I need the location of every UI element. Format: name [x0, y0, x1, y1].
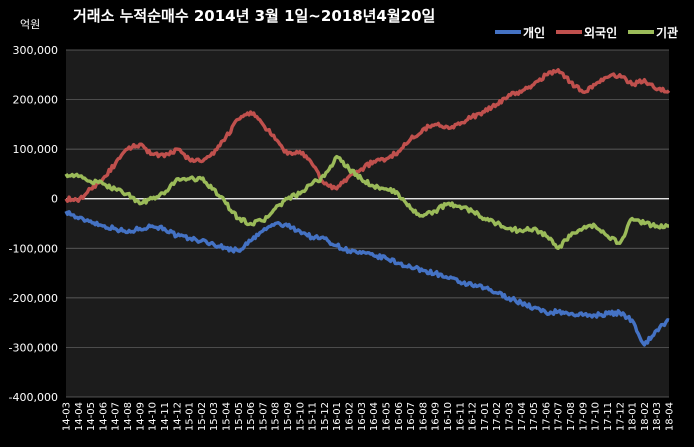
y-tick-label: -400,000	[9, 391, 58, 404]
y-tick-label: -300,000	[9, 341, 58, 354]
x-tick-label: 16-05	[381, 402, 392, 431]
x-tick-label: 17-08	[566, 402, 577, 431]
x-tick-label: 15-04	[221, 402, 232, 431]
x-tick-label: 15-09	[283, 402, 294, 431]
x-tick-label: 16-01	[332, 402, 343, 431]
x-tick-label: 15-12	[320, 402, 331, 431]
x-tick-label: 17-11	[603, 402, 614, 431]
x-tick-label: 16-07	[406, 402, 417, 431]
x-tick-label: 14-04	[74, 402, 85, 431]
y-tick-label: 100,000	[13, 143, 59, 156]
x-tick-label: 14-08	[123, 402, 134, 431]
x-tick-label: 14-05	[86, 402, 97, 431]
series-line-3	[64, 154, 670, 251]
x-tick-label: 16-11	[455, 402, 466, 431]
x-tick-label: 17-06	[541, 402, 552, 431]
x-tick-label: 17-02	[492, 402, 503, 431]
x-tick-label: 15-10	[295, 402, 306, 431]
x-tick-label: 18-01	[628, 402, 639, 431]
y-tick-label: 300,000	[13, 44, 59, 57]
x-tick-label: 14-12	[172, 402, 183, 431]
x-tick-label: 17-01	[480, 402, 491, 431]
x-tick-label: 17-07	[554, 402, 565, 431]
x-tick-label: 17-12	[615, 402, 626, 431]
x-tick-label: 14-06	[98, 402, 109, 431]
x-tick-label: 17-05	[529, 402, 540, 431]
x-tick-label: 18-04	[665, 402, 676, 431]
x-tick-label: 14-03	[62, 402, 73, 431]
series-line-2	[64, 68, 671, 203]
x-tick-label: 15-05	[234, 402, 245, 431]
y-tick-label: -200,000	[9, 292, 58, 305]
x-tick-label: 16-02	[345, 402, 356, 431]
chart-title: 거래소 누적순매수 2014년 3월 1일~2018년4월20일	[73, 7, 435, 25]
x-tick-label: 16-12	[468, 402, 479, 431]
x-tick-label: 16-06	[394, 402, 405, 431]
x-tick-label: 16-04	[369, 402, 380, 431]
y-tick-label: -100,000	[9, 242, 58, 255]
x-tick-label: 17-03	[505, 402, 516, 431]
x-tick-label: 15-07	[258, 402, 269, 431]
x-tick-label: 18-02	[640, 402, 651, 431]
x-tick-label: 16-10	[443, 402, 454, 431]
y-axis-ticks: 300,000 200,000 100,000 0 -100,000 -200,000 -3…	[9, 44, 58, 404]
y-unit-label: 억원	[20, 18, 40, 31]
x-tick-label: 15-11	[308, 402, 319, 431]
legend: 개인 외국인 기관	[495, 25, 678, 40]
x-tick-label: 16-09	[431, 402, 442, 431]
x-tick-label: 17-09	[578, 402, 589, 431]
series-line-1	[64, 210, 670, 347]
x-tick-label: 17-10	[591, 402, 602, 431]
x-tick-label: 18-03	[652, 402, 663, 431]
x-tick-label: 15-08	[271, 402, 282, 431]
x-tick-label: 14-07	[111, 402, 122, 431]
gridlines	[66, 49, 669, 398]
legend-label: 개인	[523, 25, 545, 40]
x-tick-label: 16-03	[357, 402, 368, 431]
plot-area	[66, 50, 669, 397]
x-axis-ticks: 14-03 14-04 14-05 14-06 14-07 14-08 14-09 14-10…	[62, 402, 676, 431]
series-lines	[64, 68, 671, 347]
x-tick-label: 15-02	[197, 402, 208, 431]
y-tick-label: 0	[51, 193, 58, 206]
legend-label: 외국인	[584, 25, 617, 40]
legend-label: 기관	[656, 25, 678, 40]
x-tick-label: 15-06	[246, 402, 257, 431]
x-tick-label: 15-03	[209, 402, 220, 431]
x-tick-label: 14-11	[160, 402, 171, 431]
x-tick-label: 14-09	[135, 402, 146, 431]
x-tick-label: 15-01	[185, 402, 196, 431]
y-tick-label: 200,000	[13, 94, 59, 107]
x-tick-label: 14-10	[148, 402, 159, 431]
x-tick-label: 17-04	[517, 402, 528, 431]
x-tick-label: 16-08	[418, 402, 429, 431]
